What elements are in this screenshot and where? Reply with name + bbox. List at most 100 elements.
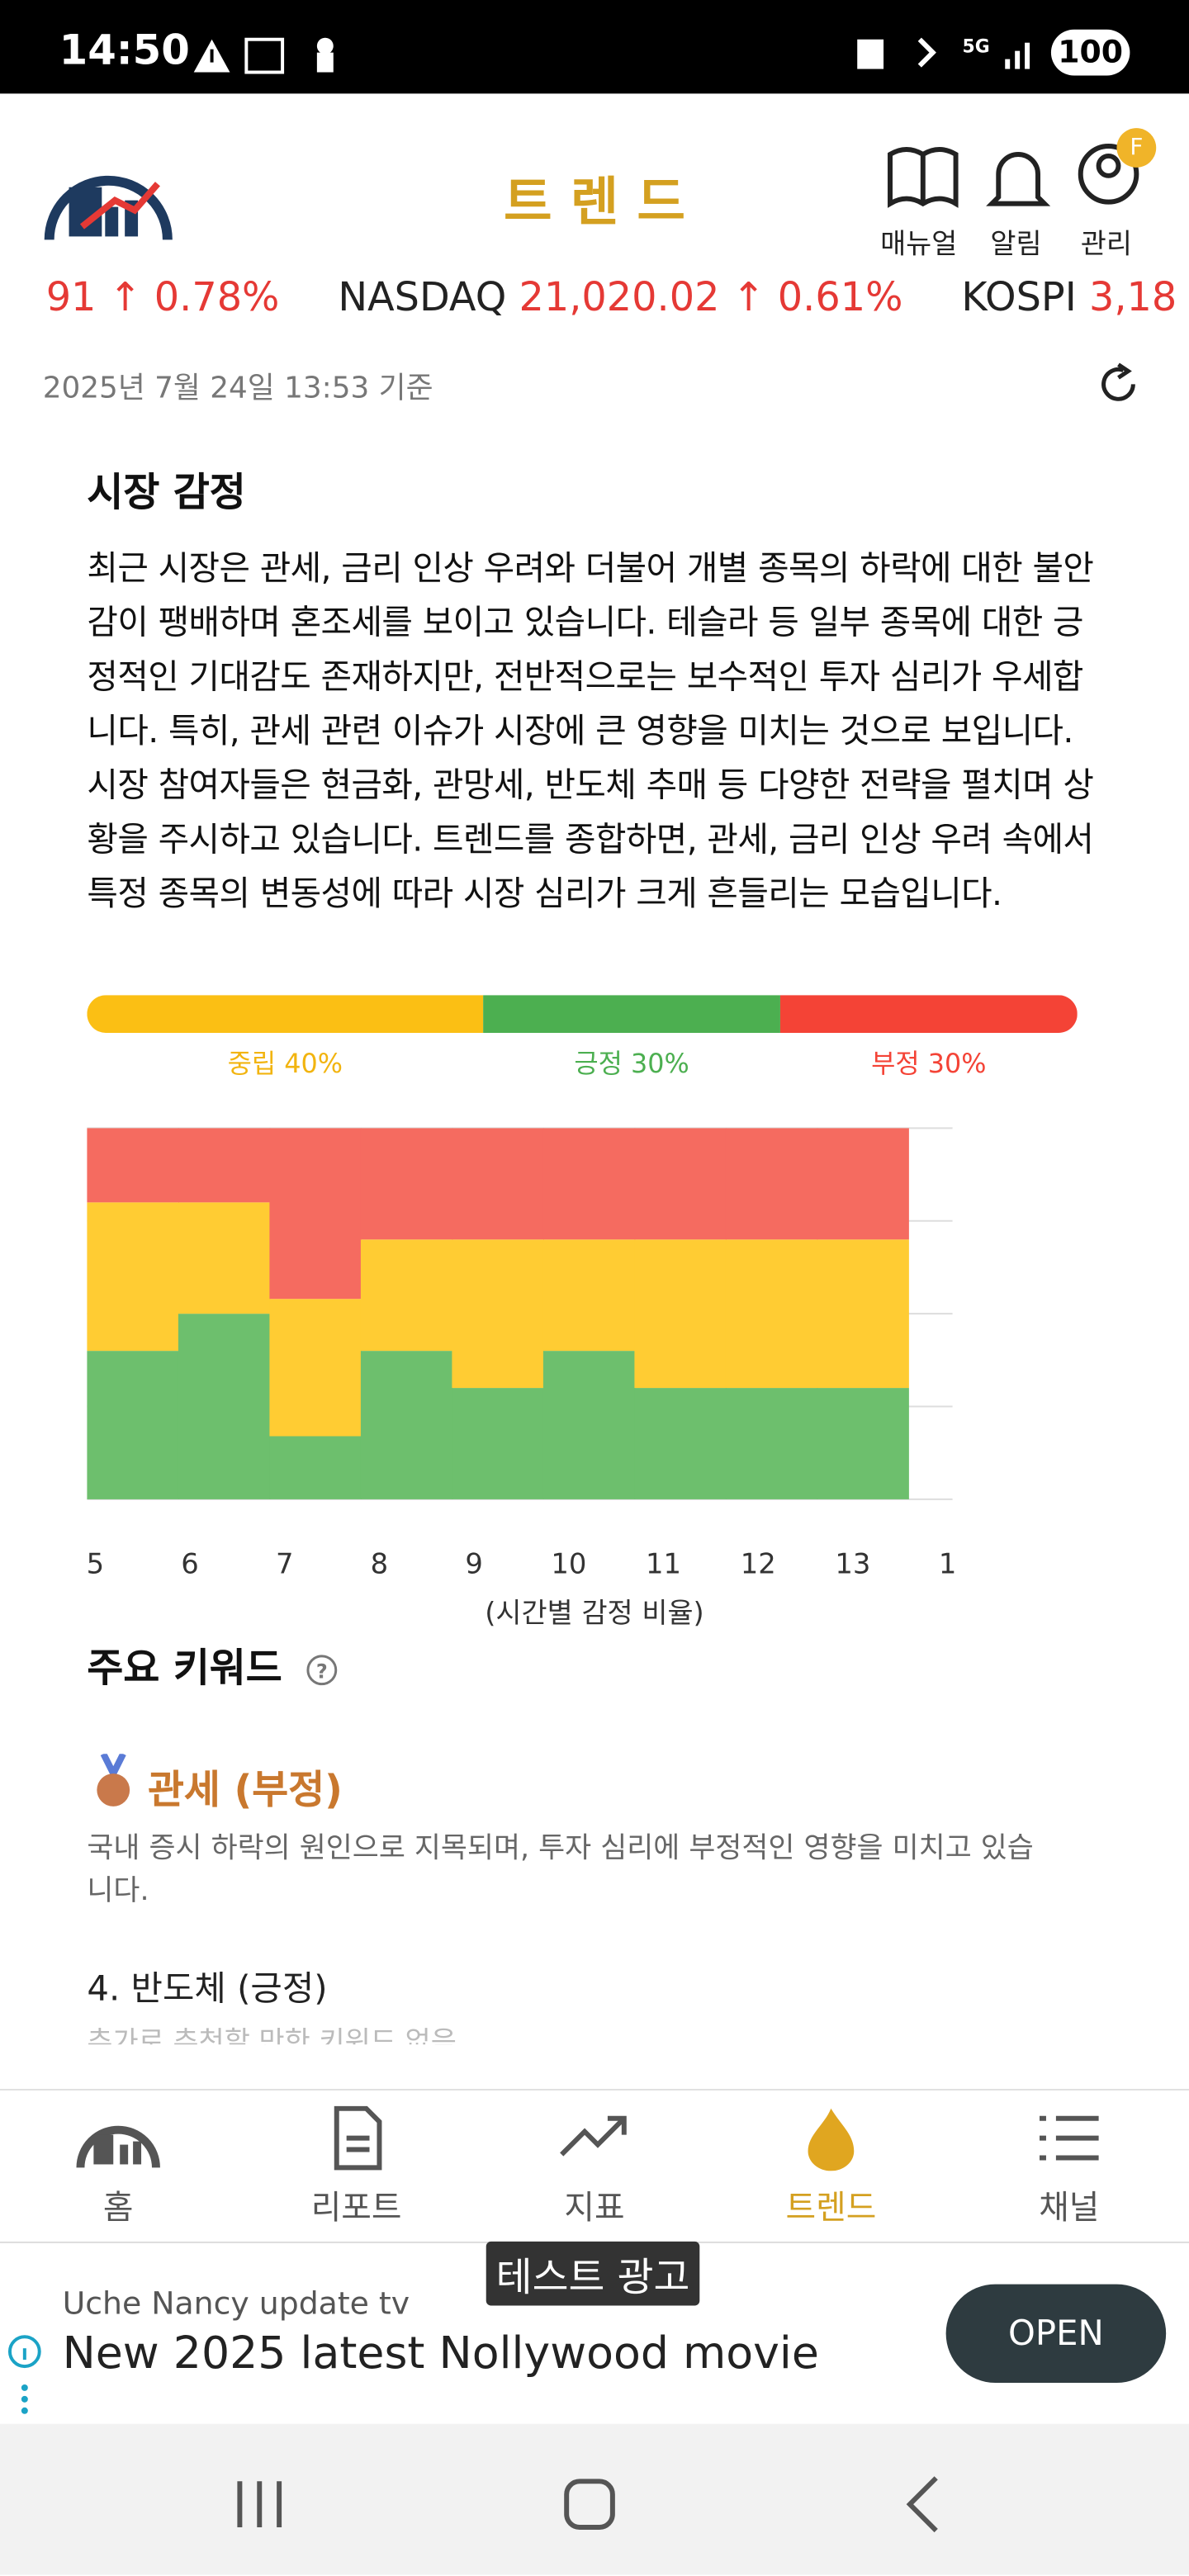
sentiment-chart: 5 6 7 8 9 10 11 12 13 1 (시간별 감정 비율) bbox=[87, 1127, 957, 1629]
nav-label: 트렌드 bbox=[785, 2187, 877, 2228]
bar-segment bbox=[725, 1388, 818, 1499]
x-tick-label: 8 bbox=[371, 1547, 389, 1579]
svg-text:?: ? bbox=[316, 1660, 328, 1683]
bar-segment bbox=[360, 1351, 453, 1499]
bar-segment bbox=[634, 1239, 727, 1389]
battery: 100 bbox=[1050, 29, 1130, 76]
x-axis-label: (시간별 감정 비율) bbox=[485, 1597, 704, 1629]
section-title: 시장 감정 bbox=[87, 469, 246, 516]
x-tick-label: 11 bbox=[646, 1547, 681, 1579]
bar-segment bbox=[452, 1239, 544, 1389]
nav-label: 홈 bbox=[102, 2187, 134, 2228]
bar-segment bbox=[178, 1314, 271, 1499]
sentiment-label: 부정 30% bbox=[871, 1048, 986, 1079]
nav-home[interactable]: 홈 bbox=[36, 2105, 201, 2228]
sentiment-segment bbox=[483, 995, 780, 1034]
ad-source: Uche Nancy update tv bbox=[62, 2285, 410, 2323]
alarm-button[interactable]: 알림 bbox=[990, 228, 1042, 262]
keywords-title-text: 주요 키워드 bbox=[87, 1645, 282, 1692]
keyword-title: 관세 (부정) bbox=[148, 1767, 343, 1813]
admin-button[interactable]: 관리 bbox=[1080, 228, 1132, 262]
x-tick-label: 10 bbox=[551, 1547, 586, 1579]
nav-icon bbox=[1040, 2115, 1099, 2161]
nav-label: 지표 bbox=[564, 2187, 625, 2228]
nav-report[interactable]: 리포트 bbox=[274, 2105, 438, 2228]
summary: 최근 시장은 관세, 금리 인상 우려와 더불어 개별 종목의 하락에 대한 불… bbox=[87, 548, 1094, 913]
bar-segment bbox=[725, 1239, 818, 1389]
x-tick-label: 13 bbox=[835, 1547, 870, 1579]
sentiment-label: 중립 40% bbox=[228, 1048, 343, 1079]
nav-label: 채널 bbox=[1039, 2187, 1100, 2228]
bar-segment bbox=[542, 1239, 636, 1352]
bar-segment bbox=[817, 1128, 909, 1240]
sentiment-bar: 중립 40% 긍정 30% 부정 30% bbox=[87, 995, 1078, 1079]
system-nav bbox=[0, 2423, 1189, 2575]
sentiment-segment bbox=[87, 995, 484, 1034]
ticker-change: 3,18 bbox=[1088, 274, 1177, 320]
bar-segment bbox=[178, 1202, 271, 1314]
bar-segment bbox=[269, 1436, 362, 1499]
keyword-title: 4. 반도체 (긍정) bbox=[87, 1968, 328, 2009]
manual-button[interactable]: 매뉴얼 bbox=[880, 228, 958, 262]
ticker-index: KOSPI bbox=[961, 274, 1077, 320]
x-tick-label: 6 bbox=[181, 1547, 199, 1579]
clock: 14:50 bbox=[59, 26, 190, 74]
bar-segment bbox=[542, 1351, 636, 1499]
status-icons bbox=[193, 37, 334, 74]
bar-segment bbox=[269, 1128, 362, 1300]
ad-open-button[interactable]: OPEN bbox=[945, 2284, 1167, 2383]
sentiment-segment bbox=[779, 995, 1078, 1034]
ad-info-icon[interactable] bbox=[7, 2332, 43, 2423]
keyword-description: 추가로 추천할 만한 키워드 없음 bbox=[87, 2026, 457, 2045]
bar-segment bbox=[87, 1202, 179, 1352]
ad-headline: New 2025 latest Nollywood movie bbox=[62, 2328, 819, 2379]
system-icons: 5G bbox=[857, 37, 1030, 69]
sentiment-label: 긍정 30% bbox=[574, 1048, 689, 1079]
system-nav-buttons[interactable] bbox=[230, 2471, 952, 2537]
x-tick-label: 5 bbox=[87, 1547, 105, 1579]
nav-label: 리포트 bbox=[310, 2187, 402, 2228]
x-tick-label: 12 bbox=[741, 1547, 776, 1579]
bar-segment bbox=[817, 1239, 909, 1389]
bar-segment bbox=[87, 1128, 179, 1203]
bar-segment bbox=[634, 1388, 727, 1499]
bar-segment bbox=[452, 1128, 544, 1240]
ticker: 91 ↑ 0.78% NASDAQ 21,020.02 ↑ 0.61% KOSP… bbox=[46, 274, 1177, 320]
avatar-badge: F bbox=[1116, 128, 1157, 168]
nav-icon bbox=[76, 2125, 160, 2168]
bar-segment bbox=[725, 1128, 818, 1240]
bar-segment bbox=[452, 1388, 544, 1499]
nav-icon bbox=[808, 2108, 855, 2171]
nav-icon bbox=[560, 2115, 627, 2157]
svg-text:5G: 5G bbox=[963, 37, 990, 58]
bar-segment bbox=[269, 1299, 362, 1437]
status-bar: 14:50 5G 100 bbox=[0, 0, 1189, 94]
keywords-title: 주요 키워드 ? bbox=[87, 1636, 339, 1693]
medal-icon bbox=[97, 1754, 130, 1807]
nav-channel[interactable]: 채널 bbox=[987, 2105, 1151, 2228]
bar-segment bbox=[360, 1128, 453, 1240]
bar-segment bbox=[87, 1351, 179, 1499]
x-tick-label: 1 bbox=[939, 1547, 957, 1579]
bar-segment bbox=[178, 1128, 271, 1203]
x-tick-label: 7 bbox=[276, 1547, 294, 1579]
timestamp: 2025년 7월 24일 13:53 기준 bbox=[42, 371, 433, 406]
ticker-change: 21,020.02 ↑ 0.61% bbox=[519, 274, 903, 320]
nav-trend[interactable]: 트렌드 bbox=[749, 2105, 913, 2228]
app-logo[interactable] bbox=[43, 151, 174, 243]
nav-icon bbox=[334, 2105, 382, 2171]
keyword-description: 국내 증시 하락의 원인으로 지목되며, 투자 심리에 부정적인 영향을 미치고… bbox=[87, 1832, 1034, 1909]
help-icon[interactable]: ? bbox=[306, 1654, 339, 1687]
x-tick-label: 9 bbox=[465, 1547, 483, 1579]
ad-badge: 테스트 광고 bbox=[486, 2241, 700, 2306]
bar-segment bbox=[817, 1388, 909, 1499]
header-icons bbox=[888, 144, 1139, 208]
nav-indicator[interactable]: 지표 bbox=[513, 2105, 677, 2228]
ticker-change: 91 ↑ 0.78% bbox=[45, 274, 280, 320]
bar-segment bbox=[360, 1239, 453, 1352]
bar-segment bbox=[542, 1128, 636, 1240]
refresh-button[interactable] bbox=[1097, 362, 1144, 408]
bar-segment bbox=[634, 1128, 727, 1240]
page-title: 트 렌 드 bbox=[503, 170, 685, 234]
